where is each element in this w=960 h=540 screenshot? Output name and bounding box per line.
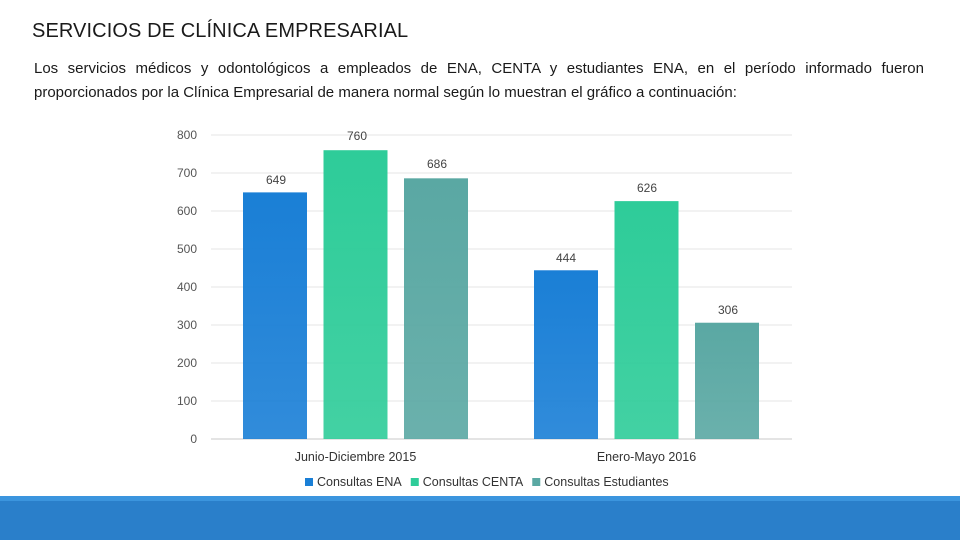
legend-swatch-estudiantes: [532, 478, 541, 486]
legend-label: Consultas ENA: [317, 475, 402, 489]
bar-centa-1: [614, 201, 679, 439]
bar-ena-1: [534, 270, 598, 439]
bar-ena-0: [243, 192, 307, 439]
legend-swatch-ena: [305, 478, 313, 486]
slide-body-text: Los servicios médicos y odontológicos a …: [34, 60, 924, 101]
data-label: 760: [347, 129, 367, 143]
y-tick-label: 300: [177, 318, 197, 332]
bar-estudiantes-0: [404, 178, 468, 439]
data-label: 626: [637, 181, 657, 195]
y-tick-label: 600: [177, 204, 197, 218]
legend-swatch-centa: [410, 478, 419, 486]
data-label: 686: [427, 157, 447, 171]
legend-label: Consultas CENTA: [423, 475, 524, 489]
bar-centa-0: [323, 150, 388, 439]
y-tick-label: 100: [177, 394, 197, 408]
slide-title: SERVICIOS DE CLÍNICA EMPRESARIAL: [32, 20, 409, 42]
legend-label: Consultas Estudiantes: [544, 475, 668, 489]
x-category-label: Junio-Diciembre 2015: [295, 450, 417, 464]
y-tick-label: 500: [177, 242, 197, 256]
x-category-label: Enero-Mayo 2016: [597, 450, 696, 464]
y-tick-label: 0: [190, 432, 197, 446]
y-tick-label: 700: [177, 166, 197, 180]
bar-estudiantes-1: [695, 322, 759, 439]
y-tick-label: 200: [177, 356, 197, 370]
data-label: 306: [718, 303, 738, 317]
footer-bar: [0, 496, 960, 540]
y-tick-label: 800: [177, 128, 197, 142]
y-tick-label: 400: [177, 280, 197, 294]
data-label: 444: [556, 251, 576, 265]
bar-chart: 0 100 200 300 400 500 600 700 800 649 760 686 Junio-…: [177, 128, 792, 489]
data-label: 649: [266, 173, 286, 187]
